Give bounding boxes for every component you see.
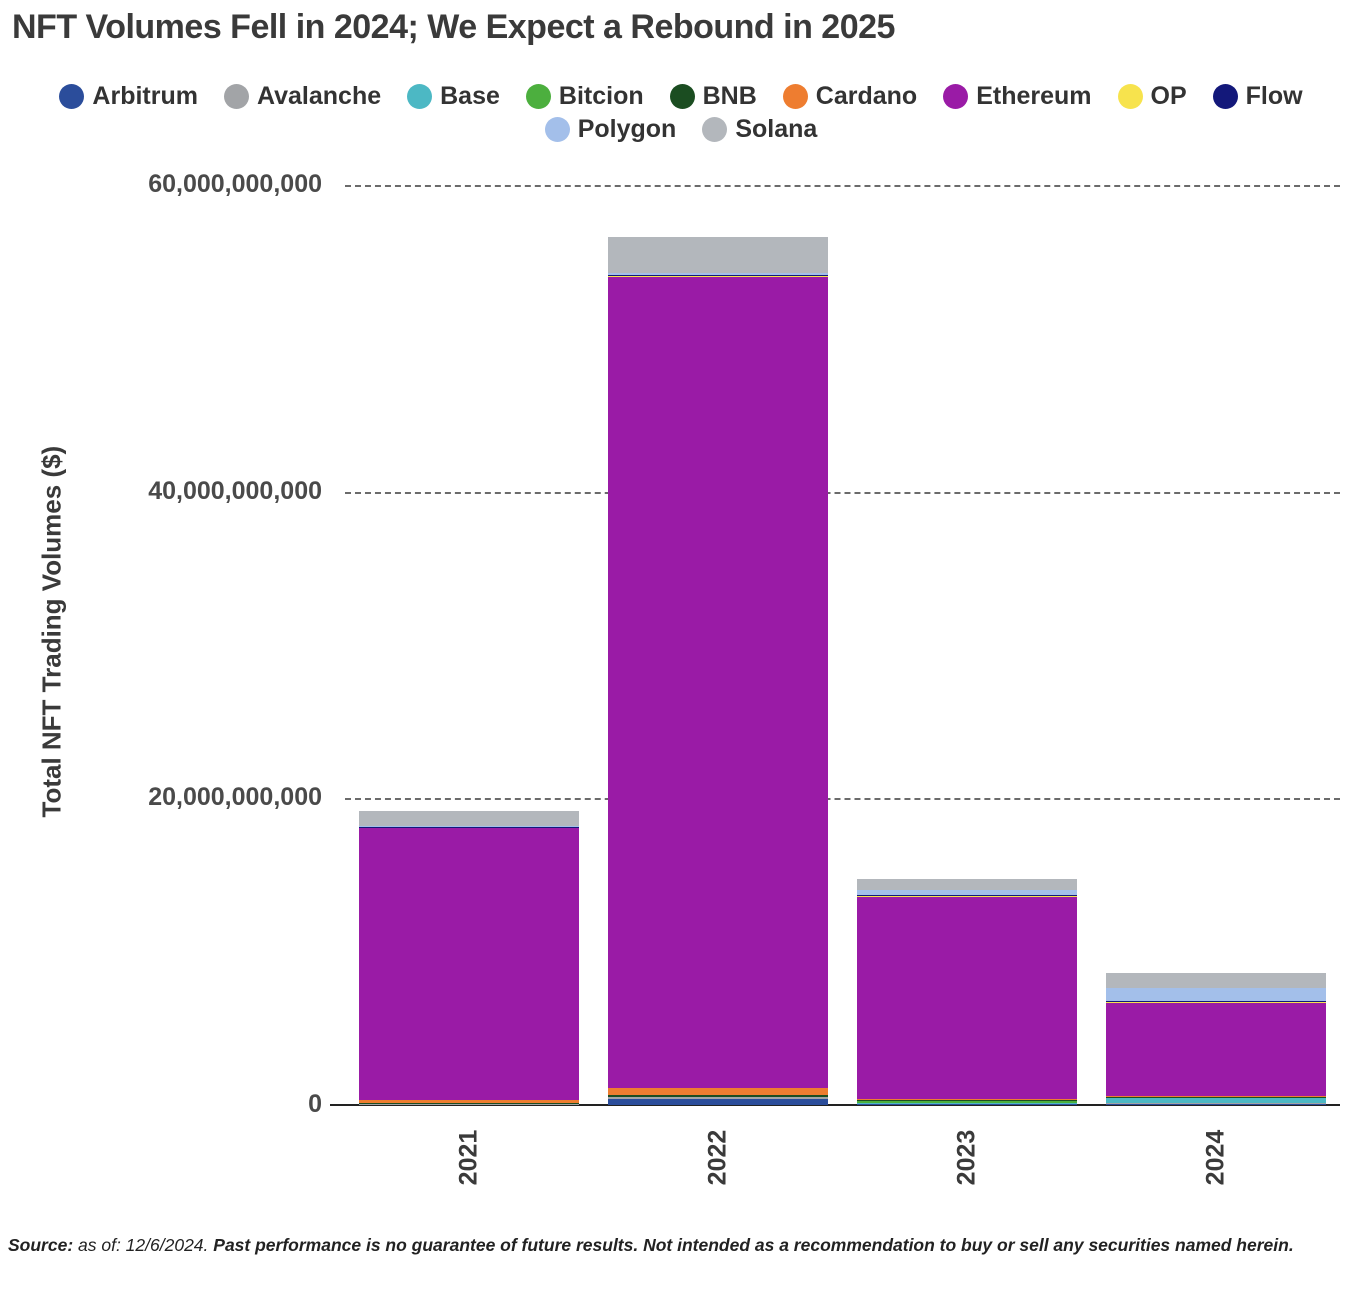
- legend-item-bitcion: Bitcion: [525, 82, 644, 111]
- legend-item-ethereum: Ethereum: [943, 82, 1092, 111]
- source-disclaimer: Past performance is no guarantee of futu…: [213, 1235, 1294, 1255]
- legend-dot-icon: [544, 117, 570, 142]
- bar-segment-flow: [359, 826, 580, 828]
- legend-dot-icon: [1212, 84, 1238, 109]
- stacked-bar-2024: [1105, 185, 1326, 1105]
- legend-item-op: OP: [1117, 82, 1187, 111]
- y-tick-label: 20,000,000,000: [148, 783, 322, 812]
- bar-segment-solana: [608, 236, 829, 274]
- legend-label: Flow: [1245, 82, 1303, 110]
- bar-segment-solana: [1105, 973, 1326, 989]
- legend-label: Polygon: [577, 115, 677, 143]
- bar-segment-cardano: [856, 1098, 1077, 1101]
- bar-segment-avalanche: [608, 1096, 829, 1100]
- legend-label: Solana: [735, 115, 818, 143]
- bar-segment-polygon: [856, 890, 1077, 896]
- x-axis-line: [330, 1104, 1340, 1106]
- bar-segment-solana: [359, 810, 580, 826]
- x-tick-label-2024: 2024: [1201, 1129, 1230, 1186]
- legend-dot-icon: [525, 84, 551, 109]
- x-tick-label-2022: 2022: [703, 1129, 732, 1186]
- bar-segment-arbitrum: [856, 1104, 1077, 1105]
- bar-segment-ethereum: [359, 827, 580, 1101]
- stacked-bar-2021: [359, 185, 580, 1105]
- legend-dot-icon: [407, 84, 433, 109]
- bar-segment-cardano: [1105, 1095, 1326, 1097]
- y-tick-label: 60,000,000,000: [148, 170, 322, 198]
- bar-segment-cardano: [359, 1100, 580, 1104]
- bar-segment-solana: [856, 879, 1077, 891]
- source-asof: as of: 12/6/2024.: [73, 1235, 214, 1255]
- bar-segment-arbitrum: [608, 1099, 829, 1105]
- legend-dot-icon: [702, 117, 728, 142]
- bar-segment-arbitrum: [1105, 1104, 1326, 1105]
- bar-segment-cardano: [608, 1087, 829, 1096]
- stacked-bar-2022: [608, 185, 829, 1105]
- legend-label: Arbitrum: [92, 82, 198, 110]
- legend-label: Ethereum: [976, 82, 1092, 110]
- legend-item-arbitrum: Arbitrum: [59, 82, 198, 111]
- legend-label: BNB: [702, 82, 757, 110]
- legend-label: Base: [440, 82, 500, 110]
- source-note: Source: as of: 12/6/2024. Past performan…: [8, 1232, 1350, 1259]
- bar-segment-base: [856, 1102, 1077, 1104]
- bar-segment-bitcion: [856, 1101, 1077, 1103]
- bar-segment-polygon: [608, 273, 829, 275]
- bar-segment-bnb: [359, 1103, 580, 1105]
- bar-segment-polygon: [1105, 988, 1326, 1002]
- legend-label: OP: [1150, 82, 1187, 110]
- legend-item-solana: Solana: [702, 115, 817, 144]
- bar-segment-ethereum: [608, 276, 829, 1088]
- legend-dot-icon: [943, 84, 969, 109]
- bar-segment-polygon: [359, 825, 580, 827]
- bar-segment-op: [1105, 1001, 1326, 1003]
- y-tick-label: 0: [308, 1090, 322, 1118]
- x-tick-label-2023: 2023: [952, 1129, 981, 1186]
- legend-dot-icon: [782, 84, 808, 109]
- chart-legend: Arbitrum Avalanche Base Bitcion BNB Cardano Et…: [0, 82, 1362, 144]
- legend-dot-icon: [223, 84, 249, 109]
- bar-segment-op: [608, 275, 829, 277]
- gridline: [345, 491, 1340, 494]
- bar-segment-bitcion: [1105, 1096, 1326, 1099]
- bar-segment-op: [856, 895, 1077, 897]
- gridline: [345, 185, 1340, 187]
- bar-segment-flow: [608, 274, 829, 276]
- legend-label: Bitcion: [558, 82, 644, 110]
- y-axis-tick-labels: 0 20,000,000,000 40,000,000,000 60,000,000,…: [0, 170, 322, 1118]
- x-tick-label-2021: 2021: [454, 1129, 483, 1186]
- plot-area: [330, 185, 1340, 1106]
- legend-item-bnb: BNB: [669, 82, 757, 111]
- gridline: [345, 798, 1340, 801]
- legend-row: Polygon Solana: [544, 115, 817, 144]
- y-tick-label: 40,000,000,000: [148, 476, 322, 505]
- legend-dot-icon: [669, 84, 695, 109]
- stacked-bar-2023: [856, 185, 1077, 1105]
- legend-item-cardano: Cardano: [782, 82, 918, 111]
- legend-label: Cardano: [815, 82, 918, 110]
- bar-segment-avalanche: [359, 1104, 580, 1105]
- legend-row: Arbitrum Avalanche Base Bitcion BNB Cardano Et…: [59, 82, 1303, 111]
- legend-item-avalanche: Avalanche: [223, 82, 382, 111]
- chart-title: NFT Volumes Fell in 2024; We Expect a Re…: [12, 8, 895, 46]
- bar-segment-ethereum: [856, 896, 1077, 1099]
- bar-segment-ethereum: [1105, 1002, 1326, 1096]
- x-axis-tick-labels: 2021 2022 2023 2024: [345, 1113, 1340, 1213]
- bar-segment-base: [1105, 1098, 1326, 1104]
- source-prefix: Source:: [8, 1235, 74, 1255]
- bar-segment-bnb: [856, 1100, 1077, 1102]
- legend-dot-icon: [1117, 84, 1143, 109]
- bar-segment-avalanche: [856, 1103, 1077, 1105]
- legend-label: Avalanche: [256, 82, 382, 110]
- bar-segment-bnb: [608, 1095, 829, 1097]
- legend-item-base: Base: [407, 82, 500, 111]
- legend-item-flow: Flow: [1212, 82, 1303, 111]
- bar-segment-avalanche: [1105, 1103, 1326, 1105]
- legend-item-polygon: Polygon: [544, 115, 677, 144]
- legend-dot-icon: [59, 84, 85, 109]
